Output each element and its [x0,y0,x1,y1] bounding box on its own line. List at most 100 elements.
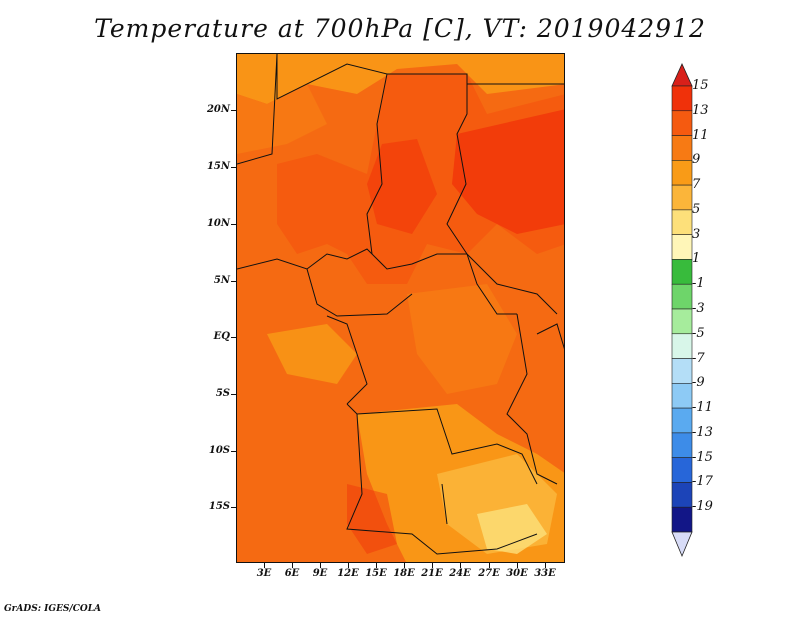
lat-tickmark [231,110,236,111]
field-zone-5-south [477,504,547,554]
border-line [506,313,558,485]
colorbar-under-triangle [671,531,693,558]
lon-label-33e: 33E [534,568,556,579]
lat-label-eq: EQ [213,331,230,342]
lon-tickmark [460,563,461,568]
lat-tickmark [231,281,236,282]
colorbar-cells [671,85,693,533]
border-line [387,73,468,255]
lat-label-5s: 5S [215,388,230,399]
colorbar-cell [671,457,693,483]
colorbar-cell [671,358,693,384]
lat-tickmark [231,451,236,452]
colorbar-cell [671,506,693,533]
lon-label-30e: 30E [506,568,528,579]
border-line [276,54,388,255]
lon-label-6e: 6E [284,568,300,579]
colorbar-label: -15 [692,449,713,465]
lon-label-18e: 18E [393,568,415,579]
field-zone-15-center [367,139,437,234]
field-zone-11-northwest [237,84,327,154]
lon-tickmark [320,563,321,568]
lat-label-5n: 5N [213,275,230,286]
lat-label-20n: 20N [206,104,230,115]
colorbar-label: -5 [692,325,705,341]
colorbar-cell [671,160,693,186]
colorbar-label: 7 [692,177,701,193]
colorbar-over-triangle [671,63,693,87]
colorbar-cell [671,234,693,260]
border-line [536,323,564,350]
field-zone-13-angola [347,484,397,554]
colorbar-label: -11 [692,400,713,416]
colorbar-label: -17 [692,474,713,490]
border-line [237,54,278,165]
lon-tickmark [292,563,293,568]
colorbar-cell [671,308,693,335]
colorbar-cell [671,432,693,458]
lat-label-15s: 15S [208,501,230,512]
temperature-field [237,54,564,562]
colorbar-cell [671,333,693,359]
lat-tickmark [231,337,236,338]
colorbar-label: -19 [692,499,713,515]
lon-tickmark [376,563,377,568]
field-zone-9-north [237,54,564,104]
lon-tickmark [432,563,433,568]
colorbar-cell [671,209,693,235]
colorbar [671,63,693,558]
colorbar-label: 3 [692,226,701,242]
field-zone-11-congo [407,284,517,394]
colorbar-cell [671,110,693,136]
lon-label-27e: 27E [478,568,500,579]
lat-label-15n: 15N [206,161,230,172]
map-panel [236,53,565,563]
lat-tickmark [231,224,236,225]
border-line [441,483,448,525]
lon-label-12e: 12E [337,568,359,579]
colorbar-label: -9 [692,375,705,391]
plot-title: Temperature at 700hPa [C], VT: 201904291… [94,14,706,43]
lon-label-15e: 15E [365,568,387,579]
border-line [326,315,368,405]
colorbar-label: 5 [692,201,701,217]
lon-tickmark [404,563,405,568]
colorbar-label: -13 [692,424,713,440]
lon-tickmark [517,563,518,568]
lon-label-21e: 21E [421,568,443,579]
colorbar-label: 1 [692,251,701,267]
field-zone-15-east [452,109,564,234]
colorbar-cell [671,259,693,285]
colorbar-label: -7 [692,350,705,366]
lon-label-9e: 9E [312,568,328,579]
lon-tickmark [348,563,349,568]
lat-tickmark [231,167,236,168]
lon-label-3e: 3E [256,568,272,579]
colorbar-cell [671,383,693,409]
lat-tickmark [231,507,236,508]
borders [237,54,564,555]
lon-tickmark [264,563,265,568]
colorbar-label: 11 [692,127,709,143]
colorbar-cell [671,135,693,161]
colorbar-cell [671,482,693,508]
lon-tickmark [489,563,490,568]
lat-tickmark [231,394,236,395]
colorbar-label: 9 [692,152,701,168]
colorbar-cell [671,283,693,310]
colorbar-label: 13 [692,102,709,118]
lon-label-24e: 24E [449,568,471,579]
colorbar-label: 15 [692,78,709,93]
colorbar-cell [671,407,693,434]
credit-text: GrADS: IGES/COLA [4,604,102,614]
border-line [466,253,517,315]
border-line [306,268,413,317]
lat-label-10s: 10S [208,445,230,456]
colorbar-cell [671,184,693,211]
colorbar-label: -1 [692,276,705,292]
lon-tickmark [545,563,546,568]
colorbar-cell [671,85,693,112]
border-line [346,413,538,555]
colorbar-label: -3 [692,301,705,316]
lat-label-10n: 10N [206,218,230,229]
